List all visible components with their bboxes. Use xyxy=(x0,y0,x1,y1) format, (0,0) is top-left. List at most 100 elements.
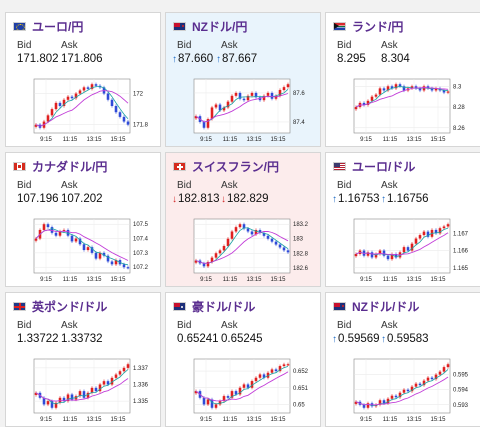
candle-down xyxy=(418,88,422,91)
bid-label: Bid xyxy=(17,320,32,331)
pair-name[interactable]: ランド/円 xyxy=(352,19,404,34)
y-tick-label: 8.28 xyxy=(453,105,465,111)
bid-value: 8.295 xyxy=(337,53,366,65)
candlestick-chart[interactable]: 8.3 8.28 8.26 9:15 11:15 13:15 15:15 xyxy=(338,73,478,145)
candle-down xyxy=(218,104,222,111)
x-tick-label: 15:15 xyxy=(270,137,286,143)
candle-up xyxy=(446,224,450,227)
candle-up xyxy=(282,87,286,91)
candle-up xyxy=(90,387,94,393)
pair-name[interactable]: ユーロ/円 xyxy=(32,19,84,34)
candle-down xyxy=(102,252,106,256)
candle-up xyxy=(66,394,70,402)
candlestick-chart[interactable]: 0.652 0.651 0.65 9:15 11:15 13:15 15:15 xyxy=(178,353,318,425)
candle-up xyxy=(286,84,290,88)
plot-area xyxy=(193,78,291,134)
candle-up xyxy=(114,374,118,378)
bid-label: Bid xyxy=(337,180,352,191)
up-arrow-icon: ↑ xyxy=(381,194,386,205)
candle-up xyxy=(390,395,394,399)
candle-down xyxy=(430,88,434,91)
candle-down xyxy=(414,86,418,89)
down-arrow-icon: ↓ xyxy=(172,194,177,205)
candle-up xyxy=(194,116,198,119)
candle-down xyxy=(370,252,374,258)
candle-up xyxy=(246,95,250,101)
rate-card-eur-usd[interactable]: ユーロ/ドル Bid Ask ↑1.16753 ↑1.16756 1.167 1.… xyxy=(325,152,480,287)
candle-up xyxy=(98,384,102,392)
plot-area xyxy=(33,358,131,414)
candle-up xyxy=(210,107,214,120)
rate-card-cad-jpy[interactable]: カナダドル/円 Bid Ask 107.196 107.202 107.5 107… xyxy=(5,152,161,287)
moving-average-short xyxy=(35,369,129,405)
us-flag-icon xyxy=(333,161,346,171)
rate-card-nzd-usd[interactable]: NZドル/ドル Bid Ask ↑0.59569 ↑0.59583 0.595 0… xyxy=(325,292,480,427)
x-tick-label: 11:15 xyxy=(63,277,78,283)
up-arrow-icon: ↑ xyxy=(332,334,337,345)
pair-name[interactable]: 豪ドル/ドル xyxy=(192,299,256,314)
candle-down xyxy=(286,250,290,253)
candle-up xyxy=(378,400,382,405)
moving-average-long xyxy=(355,232,449,256)
candlestick-chart[interactable]: 172 171.8 9:15 11:15 13:15 15:15 xyxy=(18,73,158,145)
candlestick-chart[interactable]: 107.5 107.4 107.3 107.2 9:15 11:15 13:15 15:15 xyxy=(18,213,158,285)
candle-down xyxy=(434,229,438,234)
candle-up xyxy=(98,252,102,259)
bid-value: ↑0.59569 xyxy=(332,333,380,345)
ask-label: Ask xyxy=(61,320,78,331)
candle-down xyxy=(78,238,82,245)
card-title: NZドル/ドル xyxy=(333,298,419,314)
candle-up xyxy=(422,231,426,236)
candle-up xyxy=(386,398,390,404)
pair-name[interactable]: スイスフラン/円 xyxy=(192,159,279,174)
candle-up xyxy=(90,84,94,89)
candle-up xyxy=(402,247,406,253)
y-tick-label: 87.6 xyxy=(293,91,305,97)
candle-up xyxy=(254,377,258,382)
candle-down xyxy=(110,99,114,106)
moving-average-long xyxy=(35,90,129,127)
candle-down xyxy=(394,395,398,398)
candle-down xyxy=(426,231,430,237)
nz-flag-icon xyxy=(333,301,346,311)
rate-card-eur-jpy[interactable]: ユーロ/円 Bid Ask 171.802 171.806 172 171.8 9:… xyxy=(5,12,161,147)
rate-card-chf-jpy[interactable]: スイスフラン/円 Bid Ask ↓182.813 ↓182.829 183.2… xyxy=(165,152,321,287)
y-tick-label: 171.8 xyxy=(133,123,149,129)
pair-name[interactable]: NZドル/円 xyxy=(192,19,248,34)
pair-name[interactable]: NZドル/ドル xyxy=(352,299,420,314)
y-tick-label: 1.166 xyxy=(453,249,469,255)
rate-card-zar-jpy[interactable]: ランド/円 Bid Ask 8.295 8.304 8.3 8.28 8.26 9:1… xyxy=(325,12,480,147)
candlestick-chart[interactable]: 183.2 183 182.8 182.6 9:15 11:15 13:15 15:15 xyxy=(178,213,318,285)
x-tick-label: 9:15 xyxy=(360,137,372,143)
x-tick-label: 9:15 xyxy=(360,277,372,283)
candle-up xyxy=(238,224,242,228)
y-tick-label: 172 xyxy=(133,92,144,98)
pair-name[interactable]: カナダドル/円 xyxy=(32,159,108,174)
y-tick-label: 0.652 xyxy=(293,369,309,375)
bid-value: 107.196 xyxy=(17,193,59,205)
rate-card-gbp-usd[interactable]: 英ポンド/ドル Bid Ask 1.33722 1.33732 1.337 1.3… xyxy=(5,292,161,427)
candle-up xyxy=(62,99,66,106)
pair-name[interactable]: 英ポンド/ドル xyxy=(32,299,108,314)
rate-card-aud-usd[interactable]: 豪ドル/ドル Bid Ask 0.65241 0.65245 0.652 0.65… xyxy=(165,292,321,427)
pair-name[interactable]: ユーロ/ドル xyxy=(352,159,416,174)
y-tick-label: 0.594 xyxy=(453,388,469,394)
candle-down xyxy=(46,224,50,228)
gb-flag-icon xyxy=(13,301,26,311)
candle-up xyxy=(62,229,66,232)
plot-area xyxy=(353,218,451,274)
candle-down xyxy=(394,254,398,258)
candlestick-chart[interactable]: 1.337 1.336 1.335 9:15 11:15 13:15 15:15 xyxy=(18,353,158,425)
candle-down xyxy=(202,397,206,405)
candle-up xyxy=(118,371,122,375)
candlestick-chart[interactable]: 0.595 0.594 0.593 9:15 11:15 13:15 15:15 xyxy=(338,353,478,425)
card-title: NZドル/円 xyxy=(173,18,247,34)
candle-down xyxy=(54,232,58,236)
candle-up xyxy=(434,374,438,380)
candlestick-chart[interactable]: 1.167 1.166 1.165 9:15 11:15 13:15 15:15 xyxy=(338,213,478,285)
y-tick-label: 0.593 xyxy=(453,403,469,409)
candlestick-chart[interactable]: 87.6 87.4 9:15 11:15 13:15 15:15 xyxy=(178,73,318,145)
up-arrow-icon: ↑ xyxy=(216,54,221,65)
rate-card-nzd-jpy[interactable]: NZドル/円 Bid Ask ↑87.660 ↑87.667 87.6 87.4 9… xyxy=(165,12,321,147)
bid-label: Bid xyxy=(177,320,192,331)
